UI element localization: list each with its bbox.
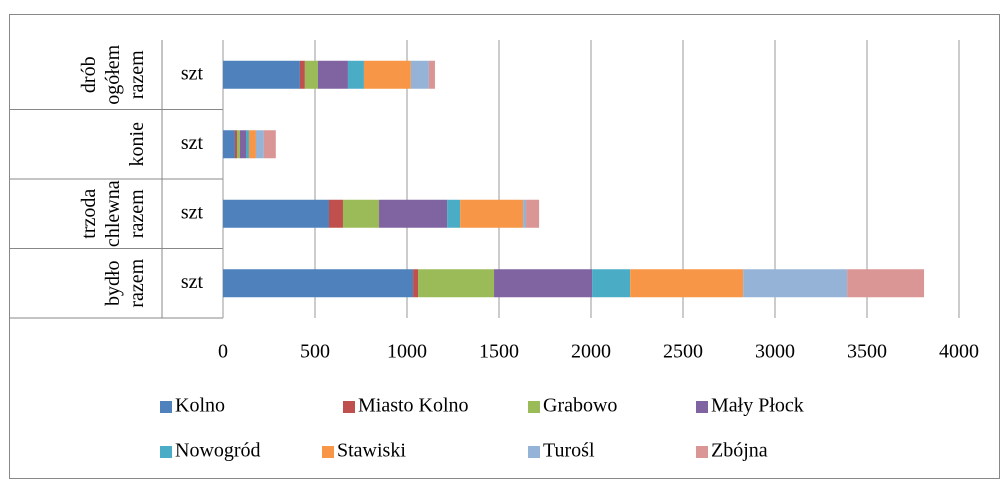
x-tick-label: 1000 <box>387 341 427 363</box>
legend-swatch <box>322 446 334 458</box>
unit-label: szt <box>181 132 204 154</box>
bar-segment <box>494 269 593 298</box>
bar-segment <box>223 60 300 89</box>
bar-segment <box>460 199 524 228</box>
legend-swatch <box>343 401 355 413</box>
bar-segment <box>847 269 925 298</box>
bar-segment <box>379 199 448 228</box>
legend-label: Nowogród <box>175 440 261 462</box>
legend-label: Zbójna <box>711 440 768 462</box>
bar-segment <box>299 60 305 89</box>
legend-label: Kolno <box>175 395 225 417</box>
bar-segment <box>223 130 235 159</box>
bar-segment <box>363 60 411 89</box>
category-label: trzoda chlewna razem <box>78 180 148 247</box>
bar-segment <box>223 269 414 298</box>
bar-segment <box>743 269 848 298</box>
unit-label: szt <box>181 201 204 223</box>
legend-label: Stawiski <box>337 440 406 462</box>
bar-segment <box>255 130 264 159</box>
bar-segment <box>428 60 435 89</box>
bar-segment <box>304 60 318 89</box>
bar-segment <box>236 130 240 159</box>
unit-label: szt <box>181 271 204 293</box>
bar-segment <box>234 130 237 159</box>
unit-label: szt <box>181 62 204 84</box>
bar-segment <box>239 130 246 159</box>
bar-segment <box>246 130 249 159</box>
bar-segment <box>342 199 380 228</box>
bar-segment <box>523 199 527 228</box>
bar-segment <box>223 199 329 228</box>
bar-segment <box>263 130 276 159</box>
chart-border <box>9 14 1000 479</box>
bar-segment <box>248 130 256 159</box>
bar-segment <box>413 269 419 298</box>
bar-segment <box>447 199 461 228</box>
category-label: bydło razem <box>102 258 148 307</box>
category-label: konie <box>126 122 148 167</box>
bar-segment <box>630 269 744 298</box>
bar-segment <box>328 199 343 228</box>
legend-swatch <box>528 446 540 458</box>
legend-swatch <box>528 401 540 413</box>
bar-segment <box>347 60 364 89</box>
x-tick-label: 4000 <box>939 341 979 363</box>
x-tick-label: 3500 <box>847 341 887 363</box>
legend-label: Grabowo <box>543 395 617 417</box>
category-label: drób ogółem razem <box>78 44 148 104</box>
legend-swatch <box>696 446 708 458</box>
legend-label: Mały Płock <box>711 395 804 417</box>
legend-swatch <box>160 401 172 413</box>
x-tick-label: 2500 <box>663 341 703 363</box>
bar-segment <box>418 269 495 298</box>
legend-swatch <box>160 446 172 458</box>
bar-segment <box>317 60 348 89</box>
x-tick-label: 2000 <box>571 341 611 363</box>
legend-label: Miasto Kolno <box>358 395 469 417</box>
bar-segment <box>592 269 631 298</box>
legend-swatch <box>696 401 708 413</box>
bar-segment <box>410 60 429 89</box>
x-tick-label: 3000 <box>755 341 795 363</box>
legend-label: Turośl <box>543 440 595 462</box>
x-tick-label: 1500 <box>479 341 519 363</box>
x-tick-label: 500 <box>300 341 330 363</box>
bar-segment <box>526 199 540 228</box>
x-tick-label: 0 <box>218 341 228 363</box>
